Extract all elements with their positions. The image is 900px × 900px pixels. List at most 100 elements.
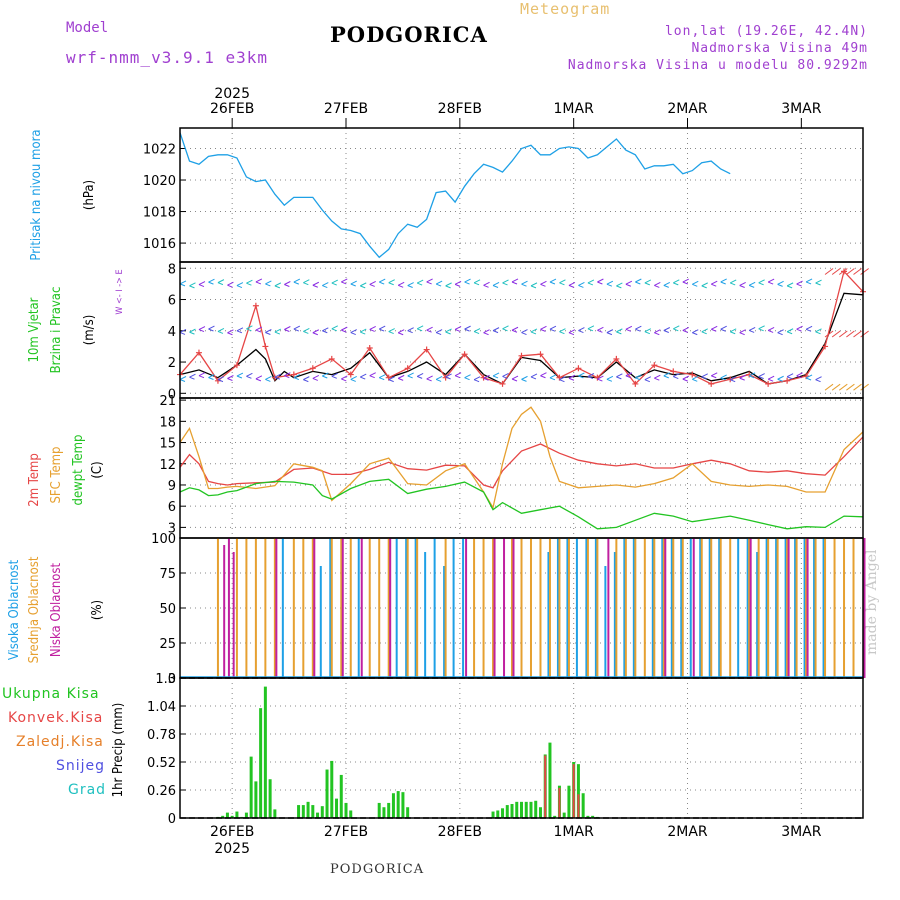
wind-barb (378, 374, 386, 381)
precip-legend-3: Zaledj.Kisa (16, 734, 104, 750)
wind-barb (265, 329, 272, 335)
wind-barb-strong (831, 330, 841, 338)
y-tick-label: 0 (168, 387, 176, 402)
precip-bar (538, 807, 542, 818)
ylabel-dew: dewpt Temp (71, 435, 86, 506)
wind-barb (255, 326, 263, 333)
wind-barb (692, 329, 699, 336)
wind-barb (426, 278, 433, 285)
wind-barb-strong (824, 383, 834, 391)
wind-barb-strong (853, 383, 862, 391)
precip-bar (225, 812, 229, 818)
wind-barb (606, 329, 614, 336)
wind-barb (322, 372, 329, 379)
gust-marker (689, 371, 696, 378)
ylabel-wind-sub: Brzina i Pravac (49, 287, 64, 374)
wind-barb (227, 375, 234, 381)
wind-barb-strong (860, 268, 869, 275)
wind-barb (786, 373, 794, 380)
wind-barb (189, 282, 196, 289)
wind-barb (796, 280, 803, 287)
wind-barb (464, 278, 471, 285)
ylabel-cloud-unit: (%) (90, 600, 105, 620)
wind-barb (227, 329, 234, 336)
wind-barb (692, 375, 699, 382)
precip-bar (529, 801, 533, 818)
precip-bar (311, 805, 315, 818)
wind-barb (473, 328, 481, 335)
wind-barb-strong (838, 330, 848, 338)
wind-barb (198, 281, 206, 288)
wind-barb (616, 373, 623, 380)
series-line (179, 406, 864, 510)
wind-barb-strong (853, 268, 862, 275)
wind-barb (246, 279, 253, 286)
gust-marker (670, 368, 677, 375)
gust-marker (347, 371, 354, 378)
wind-barb (303, 328, 310, 334)
wind-barb (568, 329, 576, 336)
wind-barb (189, 373, 196, 380)
wind-barb (720, 278, 727, 285)
wind-barb-strong (831, 383, 841, 391)
y-tick-label: 12 (159, 458, 176, 473)
wind-barb (388, 328, 395, 334)
wind-barb (786, 328, 794, 335)
wind-barb (578, 372, 585, 379)
wind-barb (625, 280, 633, 287)
wind-barb (654, 281, 661, 288)
wind-barb (208, 374, 215, 380)
wind-barb (416, 279, 424, 286)
gust-marker (708, 380, 715, 387)
y-tick-label: 15 (159, 437, 176, 452)
date-label-top: 27FEB (324, 101, 368, 117)
wind-barb (540, 280, 547, 287)
wind-barb (284, 326, 291, 332)
precip-bar (406, 807, 410, 818)
wind-barb (673, 279, 680, 286)
precip-bar (320, 806, 324, 818)
series-line (179, 132, 731, 259)
wind-barb (530, 282, 538, 289)
wind-barb (635, 278, 642, 285)
wind-barb (483, 374, 490, 381)
wind-barb (644, 279, 652, 286)
wind-barb (748, 326, 756, 333)
wind-barb (255, 278, 263, 285)
precip-bar (244, 812, 248, 818)
wind-barb (322, 282, 329, 289)
wind-barb (587, 279, 595, 286)
station-coords: lon,lat (19.26E, 42.4N) (664, 24, 868, 39)
wind-barb (284, 281, 291, 287)
wind-barb (378, 278, 386, 285)
wind-barb (597, 375, 604, 382)
precip-bar (396, 791, 400, 818)
precip-bar (349, 810, 353, 818)
y-tick-label: 1018 (143, 206, 176, 221)
gust-marker (499, 380, 506, 387)
y-tick-label: 6 (168, 500, 176, 515)
wind-barb (492, 372, 500, 379)
precip-bar (515, 801, 519, 818)
date-label-bottom: 28FEB (438, 824, 482, 840)
precip-legend-2: Konvek.Kisa (8, 710, 103, 726)
gust-marker (613, 355, 620, 362)
wind-barb (625, 372, 633, 379)
y-tick-label: 0.52 (147, 756, 176, 771)
y-tick-label: 75 (159, 567, 176, 582)
wind-barb (796, 325, 803, 332)
wind-barb (217, 327, 225, 334)
wind-barb (587, 373, 595, 379)
wind-barb (464, 325, 471, 332)
panel-frame-precip (179, 677, 864, 819)
wind-barb (445, 282, 452, 289)
wind-barb (407, 372, 414, 379)
page-title: PODGORICA (330, 22, 488, 47)
wind-barb (692, 280, 699, 287)
wind-barb (416, 372, 424, 379)
wind-barb (654, 329, 661, 336)
y-tick-label: 1022 (143, 142, 176, 157)
wind-barb (568, 281, 576, 288)
precip-legend-5: Grad (68, 782, 106, 798)
wind-barb (606, 280, 614, 287)
